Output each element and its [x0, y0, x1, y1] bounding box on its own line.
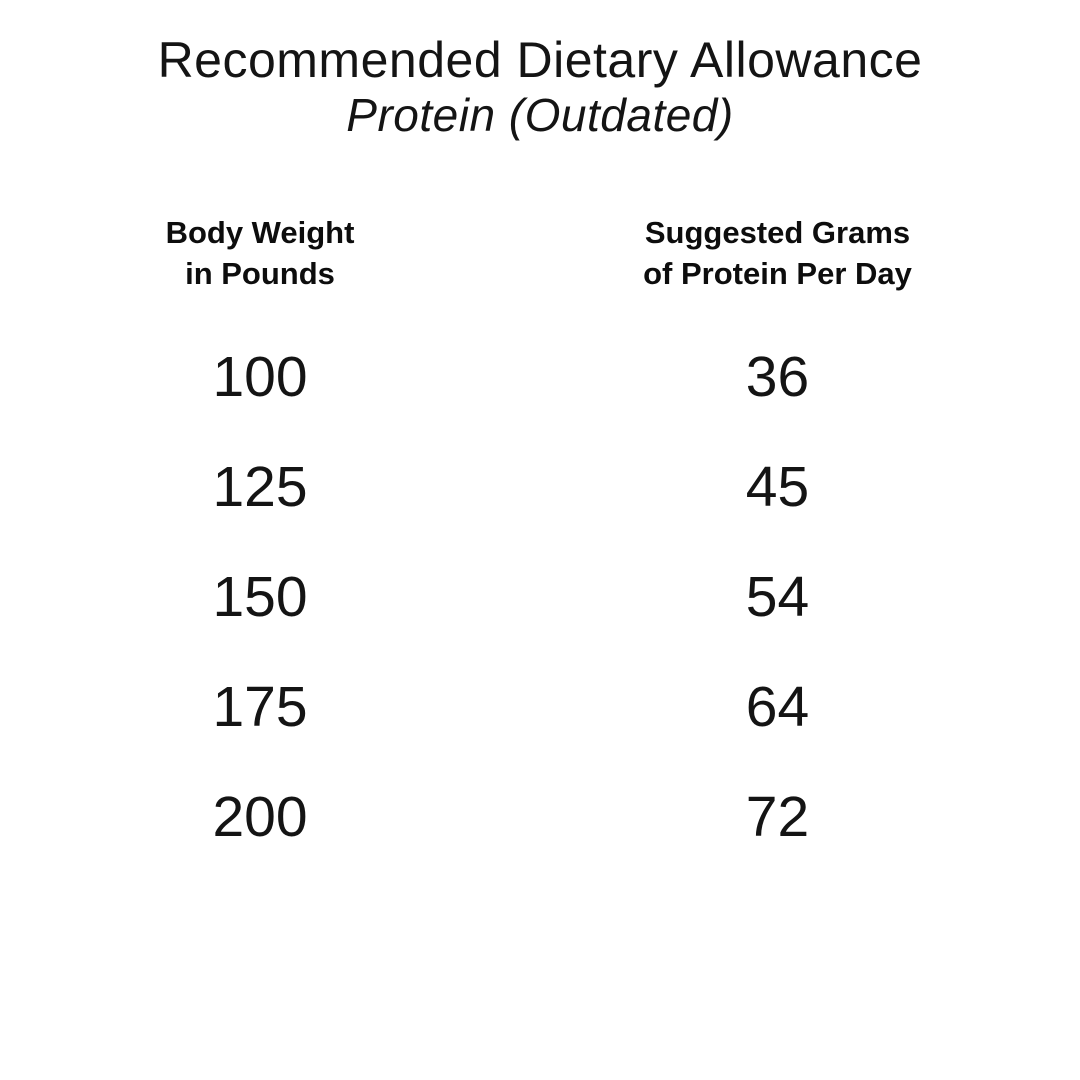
body-weight-value: 100 [212, 344, 308, 409]
page-subtitle: Protein (Outdated) [346, 89, 734, 141]
title-block: Recommended Dietary Allowance Protein (O… [0, 0, 1080, 142]
column-header-protein-line1: Suggested Grams [644, 214, 911, 250]
body-weight-value: 175 [212, 674, 308, 739]
table-body: 100 36 125 45 150 54 175 64 200 72 [0, 322, 1080, 872]
protein-grams-value: 54 [745, 564, 810, 629]
column-header-body-weight: Body Weight in Pounds [0, 212, 520, 294]
protein-grams-value: 64 [745, 674, 810, 739]
protein-grams-value: 45 [745, 454, 810, 519]
table-row: 175 64 [0, 652, 1080, 762]
protein-table: Body Weight in Pounds Suggested Grams of… [0, 212, 1080, 872]
table-row: 200 72 [0, 762, 1080, 872]
body-weight-value: 125 [212, 454, 308, 519]
column-header-protein: Suggested Grams of Protein Per Day [520, 212, 1035, 294]
table-header-row: Body Weight in Pounds Suggested Grams of… [0, 212, 1080, 294]
page-title: Recommended Dietary Allowance [157, 32, 923, 88]
protein-grams-value: 36 [745, 344, 810, 409]
column-header-body-weight-line2: in Pounds [185, 255, 335, 291]
table-row: 100 36 [0, 322, 1080, 432]
table-row: 125 45 [0, 432, 1080, 542]
column-header-body-weight-line1: Body Weight [165, 214, 355, 250]
body-weight-value: 150 [212, 564, 308, 629]
body-weight-value: 200 [212, 784, 308, 849]
protein-grams-value: 72 [745, 784, 810, 849]
table-row: 150 54 [0, 542, 1080, 652]
column-header-protein-line2: of Protein Per Day [643, 255, 912, 291]
